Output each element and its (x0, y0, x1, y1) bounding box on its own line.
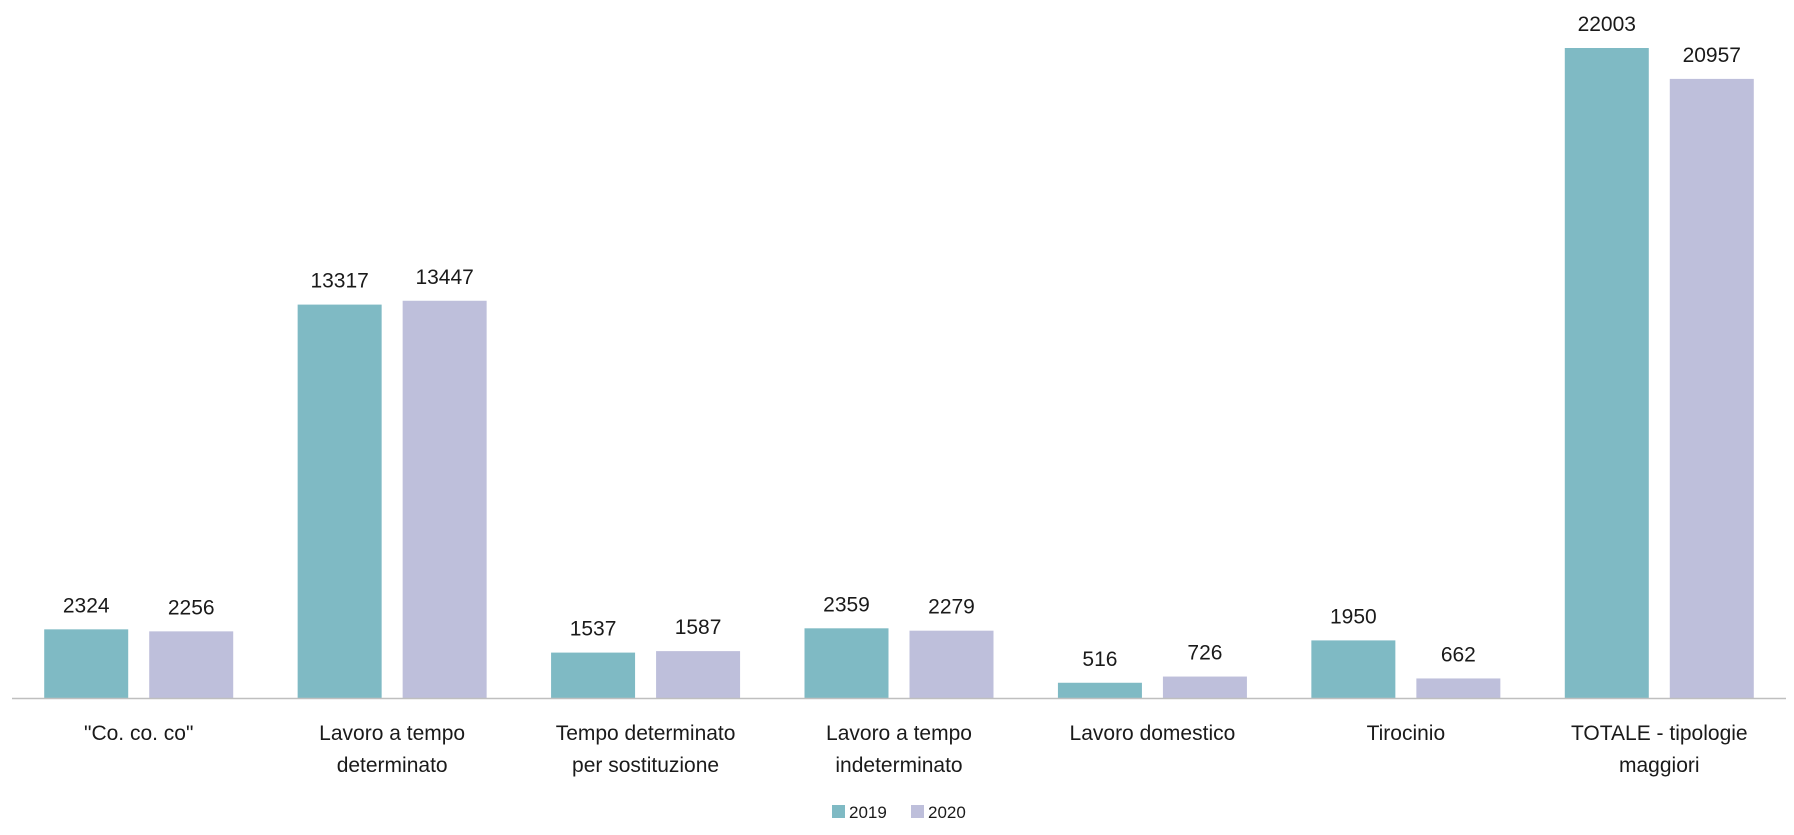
category-labels-layer: "Co. co. co" Lavoro a tempo determinato Tem… (84, 722, 1748, 777)
bar-2019 (1057, 682, 1142, 698)
bars-layer (44, 48, 1754, 698)
bar-2019 (1564, 48, 1649, 698)
data-label: 2324 (63, 594, 110, 617)
data-label: 662 (1441, 643, 1476, 666)
bar-2019 (551, 652, 636, 698)
category-label: "Co. co. co" (84, 722, 193, 745)
bar-2020 (1162, 676, 1247, 698)
legend-label: 2019 (849, 803, 887, 822)
bar-2019 (804, 628, 889, 698)
bar-2019 (1311, 640, 1396, 698)
data-label: 726 (1187, 642, 1222, 665)
legend-label: 2020 (928, 803, 966, 822)
category-label: Lavoro domestico (1070, 722, 1236, 745)
data-label: 2359 (823, 593, 870, 616)
bar-2020 (402, 300, 487, 698)
category-label: indeterminato (835, 754, 962, 777)
data-label: 516 (1082, 648, 1117, 671)
data-label: 2279 (928, 596, 975, 619)
category-label: Lavoro a tempo (826, 722, 972, 745)
data-label: 1587 (675, 616, 722, 639)
category-label: TOTALE - tipologie (1571, 722, 1748, 745)
data-label: 1537 (570, 618, 617, 641)
data-label: 22003 (1578, 13, 1636, 36)
category-label: Lavoro a tempo (319, 722, 465, 745)
bar-2020 (1669, 78, 1754, 698)
bar-2020 (909, 630, 994, 698)
category-label: determinato (337, 754, 448, 777)
bar-2020 (149, 631, 234, 698)
bar-2019 (297, 304, 382, 698)
data-label: 1950 (1330, 605, 1377, 628)
bar-2020 (656, 651, 741, 698)
bar-2019 (44, 629, 129, 698)
data-label: 13317 (310, 270, 368, 293)
data-label: 2256 (168, 596, 215, 619)
data-label: 20957 (1683, 44, 1741, 67)
data-label: 13447 (415, 266, 473, 289)
value-labels-layer: 2324 2256 13317 13447 1537 1587 2359 2279 516 726… (63, 13, 1741, 671)
category-label: Tirocinio (1367, 722, 1446, 745)
category-label: maggiori (1619, 754, 1700, 777)
legend: 2019 2020 (832, 803, 966, 822)
bar-2020 (1416, 678, 1501, 698)
category-label: Tempo determinato (556, 722, 736, 745)
category-label: per sostituzione (572, 754, 719, 777)
legend-swatch (911, 805, 924, 818)
legend-swatch (832, 805, 845, 818)
